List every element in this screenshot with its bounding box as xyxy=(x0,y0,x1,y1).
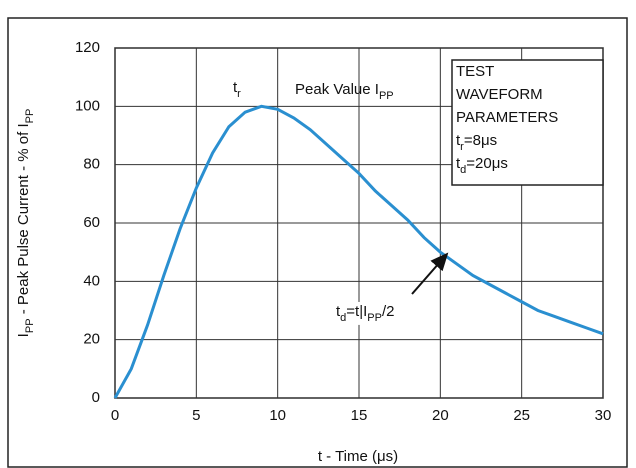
subscript: PP xyxy=(379,90,394,102)
subscript: PP xyxy=(24,109,36,124)
x-tick-label: 15 xyxy=(351,407,368,424)
x-axis-label: t - Time (μs) xyxy=(318,448,398,465)
text-part: =8μs xyxy=(464,132,497,149)
y-tick-label: 0 xyxy=(92,389,100,406)
annotation: td=t|IPP/2 xyxy=(336,303,395,324)
arrow xyxy=(411,252,449,295)
y-axis-label: IPP - Peak Pulse Current - % of IPP xyxy=(15,109,36,338)
text-part: I xyxy=(15,333,32,337)
subscript: PP xyxy=(24,318,36,333)
text-part: =20μs xyxy=(466,155,508,172)
y-tick-label: 20 xyxy=(83,331,100,348)
text-part: /2 xyxy=(382,303,395,320)
subscript: r xyxy=(237,88,241,100)
text-part: WAVEFORM xyxy=(456,86,543,103)
text-part: PARAMETERS xyxy=(456,109,558,126)
x-tick-label: 20 xyxy=(432,407,449,424)
text-part: Peak Value I xyxy=(295,81,379,98)
parameters-box xyxy=(451,59,604,186)
text-part: t xyxy=(233,79,238,96)
line xyxy=(113,104,604,399)
y-tick-label: 120 xyxy=(75,39,100,56)
parameter-line: PARAMETERS xyxy=(456,109,558,126)
parameter-line: td=20μs xyxy=(456,155,508,176)
text-part: TEST xyxy=(456,63,494,80)
subscript: d xyxy=(460,164,466,176)
x-tick-label: 30 xyxy=(595,407,612,424)
annotation: tr xyxy=(233,79,241,100)
y-tick-label: 60 xyxy=(83,214,100,231)
text-part: t - Time (μs) xyxy=(318,448,398,465)
x-tick-label: 10 xyxy=(269,407,286,424)
parameter-line: WAVEFORM xyxy=(456,86,543,103)
parameter-line: tr=8μs xyxy=(456,132,497,153)
subscript: d xyxy=(340,312,346,324)
subscript: PP xyxy=(367,312,382,324)
annotation-bg xyxy=(334,301,397,325)
x-tick-label: 0 xyxy=(111,407,119,424)
annotation: Peak Value IPP xyxy=(295,81,394,102)
text-part: =t|I xyxy=(346,303,367,320)
y-tick-label: 80 xyxy=(83,156,100,173)
text-part: t xyxy=(456,155,461,172)
x-tick-label: 5 xyxy=(192,407,200,424)
parameter-line: TEST xyxy=(456,63,494,80)
y-tick-label: 40 xyxy=(83,272,100,289)
y-tick-label: 100 xyxy=(75,97,100,114)
x-tick-label: 25 xyxy=(513,407,530,424)
frame xyxy=(7,17,628,468)
text-part: t xyxy=(336,303,341,320)
text-part: - Peak Pulse Current - % of I xyxy=(15,123,32,318)
subscript: r xyxy=(460,141,464,153)
text-part: t xyxy=(456,132,461,149)
